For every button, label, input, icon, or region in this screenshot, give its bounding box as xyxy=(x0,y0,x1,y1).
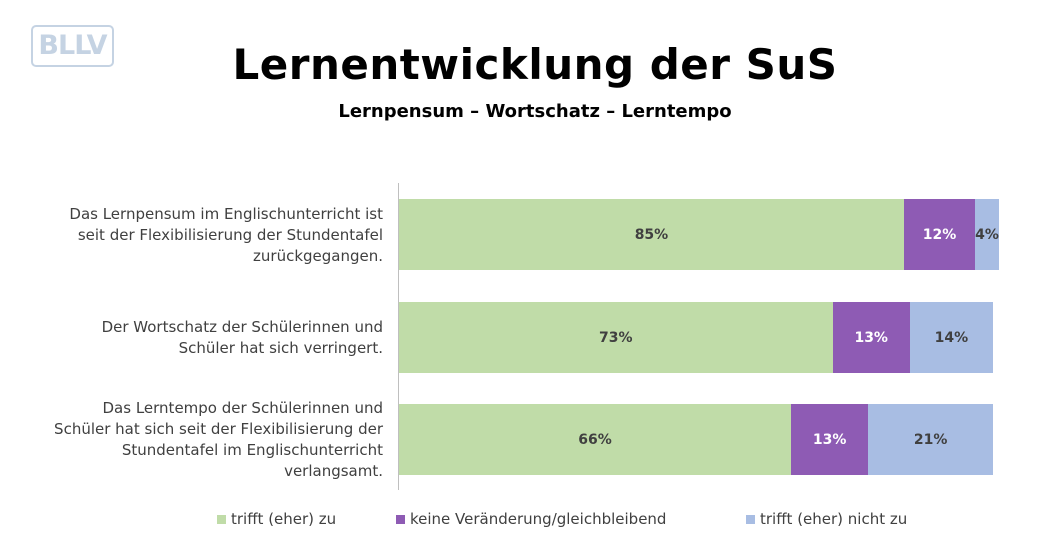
legend-label: trifft (eher) zu xyxy=(231,510,337,528)
legend-item: keine Veränderung/gleichbleibend xyxy=(396,510,666,528)
category-axis xyxy=(398,183,399,490)
data-label: 4% xyxy=(975,226,999,243)
category-label: Das Lernpensum im Englischunterricht ist… xyxy=(69,204,383,265)
bar-segment: 4% xyxy=(975,199,999,270)
category-label: Der Wortschatz der Schülerinnen und Schü… xyxy=(101,318,383,357)
legend-item: trifft (eher) zu xyxy=(217,510,336,528)
bar-segment: 14% xyxy=(909,302,993,373)
bllv-logo: BLLV xyxy=(31,25,114,67)
legend-swatch xyxy=(746,514,755,524)
data-label: 73% xyxy=(599,329,633,346)
legend-swatch xyxy=(217,514,226,524)
data-label: 14% xyxy=(934,329,969,346)
chart-subtitle: Lernpensum – Wortschatz – Lerntempo xyxy=(338,101,732,122)
chart-title: Lernentwicklung der SuS xyxy=(232,40,838,89)
legend-label: trifft (eher) nicht zu xyxy=(760,510,908,528)
legend-item: trifft (eher) nicht zu xyxy=(746,510,907,528)
legend-label: keine Veränderung/gleichbleibend xyxy=(410,510,667,528)
bar-segment: 13% xyxy=(832,302,910,373)
data-label: 66% xyxy=(578,431,612,448)
bar-segment: 66% xyxy=(399,404,792,475)
data-label: 13% xyxy=(812,431,847,448)
legend: trifft (eher) zu keine Veränderung/gleic… xyxy=(0,510,1038,530)
bar-segment: 85% xyxy=(399,199,904,270)
bar-segment: 21% xyxy=(868,404,993,475)
bar-segment: 13% xyxy=(791,404,869,475)
bar-segment: 12% xyxy=(903,199,976,270)
data-label: 85% xyxy=(634,226,669,243)
legend-swatch xyxy=(396,514,405,524)
data-label: 13% xyxy=(854,329,888,346)
data-label: 12% xyxy=(922,226,957,243)
data-label: 21% xyxy=(913,431,948,448)
bar-segment: 73% xyxy=(399,302,833,373)
category-label: Das Lerntempo der Schülerinnen und Schül… xyxy=(54,399,383,480)
